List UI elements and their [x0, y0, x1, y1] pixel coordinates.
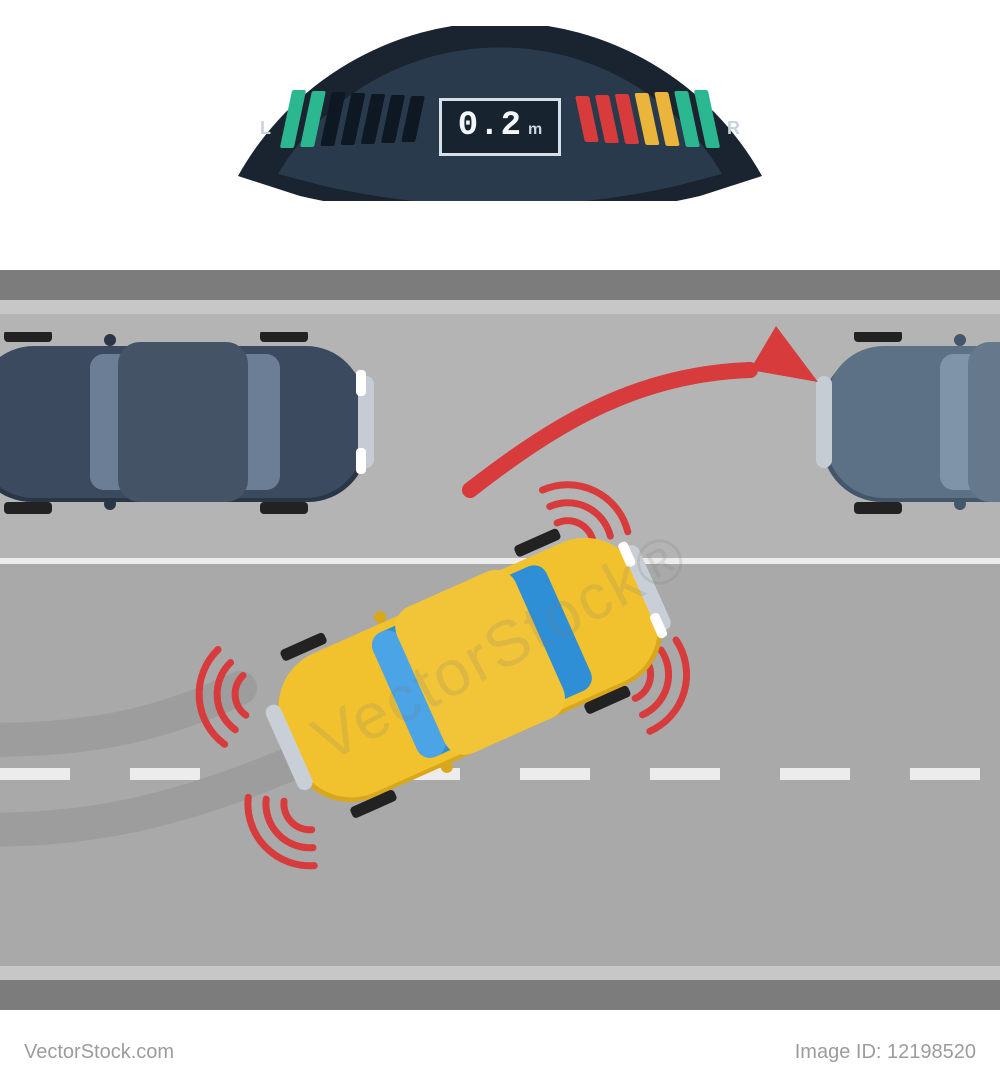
infographic-root: L R 0.2 m	[0, 0, 1000, 1080]
parking-sensor-gauge: L R 0.2 m	[220, 26, 780, 201]
watermark-footer-left: VectorStock.com	[24, 1041, 174, 1064]
gauge-label-left: L	[260, 118, 271, 139]
gauge-label-right: R	[727, 118, 740, 139]
gauge-lcd: 0.2 m	[439, 98, 561, 156]
gauge-bars-left	[286, 90, 420, 148]
gauge-bars-right	[580, 90, 714, 148]
gauge-distance-unit: m	[528, 121, 542, 143]
watermark-footer: VectorStock.com Image ID: 12198520	[0, 1041, 1000, 1064]
gauge-distance-value: 0.2	[458, 107, 522, 145]
road-scene	[0, 270, 1000, 1010]
watermark-footer-right: Image ID: 12198520	[795, 1041, 976, 1064]
